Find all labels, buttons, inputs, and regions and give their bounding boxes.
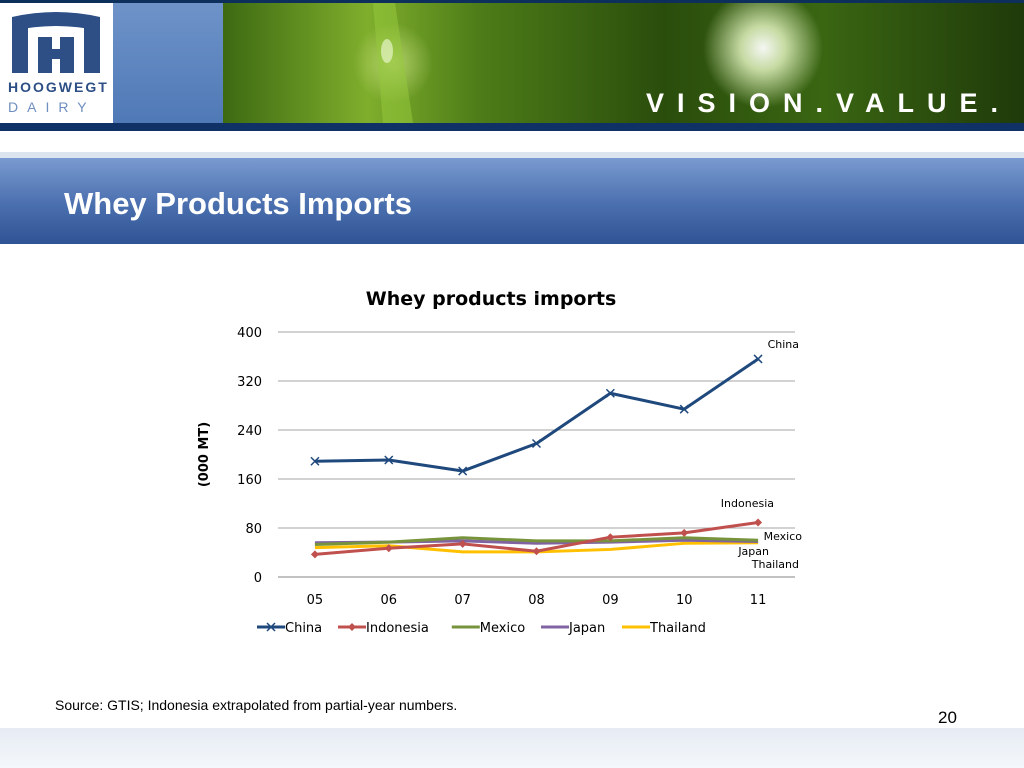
- data-point-indonesia-10: [680, 528, 689, 537]
- whey-imports-chart: Whey products imports (000 MT) 080160240…: [197, 288, 802, 636]
- annotation-china: China: [768, 338, 799, 351]
- chart-title: Whey products imports: [366, 288, 617, 310]
- x-tick-11: 11: [750, 593, 767, 608]
- y-tick-0: 0: [254, 571, 262, 586]
- legend-label-china: China: [285, 621, 322, 636]
- x-tick-10: 10: [676, 593, 693, 608]
- y-tick-400: 400: [237, 326, 262, 341]
- data-point-indonesia-09: [606, 533, 615, 542]
- data-point-china-05: [310, 456, 320, 466]
- legend-label-indonesia: Indonesia: [366, 621, 429, 636]
- legend-label-japan: Japan: [568, 621, 605, 636]
- logo-text-hoogwegt: HOOGWEGT: [8, 79, 109, 95]
- y-tick-320: 320: [237, 375, 262, 390]
- annotation-indonesia: Indonesia: [721, 497, 774, 510]
- grass-blade-decoration: [373, 3, 413, 123]
- y-axis-label: (000 MT): [197, 422, 212, 487]
- x-tick-07: 07: [454, 593, 471, 608]
- x-tick-labels: 05 06 07 08 09 10 11: [307, 593, 767, 608]
- data-point-china-08: [531, 438, 542, 449]
- x-tick-08: 08: [528, 593, 545, 608]
- data-point-indonesia-07: [458, 539, 467, 548]
- annotation-mexico: Mexico: [764, 530, 803, 543]
- x-tick-09: 09: [602, 593, 619, 608]
- series-china: [310, 354, 763, 476]
- legend-item-thailand: Thailand: [622, 621, 706, 636]
- legend-item-japan: Japan: [541, 621, 605, 636]
- data-point-indonesia-11: [754, 518, 763, 527]
- legend-item-mexico: Mexico: [451, 621, 525, 636]
- slide-title: Whey Products Imports: [64, 186, 412, 221]
- data-point-indonesia-08: [532, 547, 541, 556]
- data-point-indonesia-05: [310, 550, 319, 559]
- annotation-thailand: Thailand: [751, 558, 799, 571]
- x-tick-06: 06: [381, 593, 398, 608]
- banner-blue-panel: [113, 3, 223, 123]
- series-mexico: [314, 536, 759, 547]
- logo-mark-icon: [12, 12, 100, 73]
- footer-band: [0, 728, 1024, 768]
- series-lines: [310, 354, 763, 559]
- y-tick-160: 160: [237, 473, 262, 488]
- header-navy-band: [0, 123, 1024, 131]
- tagline: VISION.VALUE.: [646, 88, 1012, 118]
- series-line-china: [314, 357, 759, 473]
- legend-item-china: China: [257, 621, 322, 636]
- x-tick-05: 05: [307, 593, 324, 608]
- separator-band: [0, 152, 1024, 158]
- data-point-indonesia-06: [384, 544, 393, 553]
- company-logo: HOOGWEGT DAIRY: [0, 3, 113, 123]
- y-tick-labels: 0 80 160 240 320 400: [237, 326, 262, 586]
- y-tick-80: 80: [245, 522, 262, 537]
- data-point-china-11: [753, 354, 763, 364]
- source-note: Source: GTIS; Indonesia extrapolated fro…: [55, 697, 458, 713]
- page-number: 20: [938, 708, 957, 727]
- series-indonesia: [310, 518, 763, 559]
- data-point-china-07: [458, 466, 468, 476]
- annotation-japan: Japan: [737, 545, 769, 558]
- series-line-mexico: [314, 536, 759, 547]
- title-band: [0, 158, 1024, 244]
- legend-label-mexico: Mexico: [480, 621, 525, 636]
- data-point-china-06: [384, 455, 394, 465]
- data-point-china-10: [679, 404, 689, 414]
- legend-label-thailand: Thailand: [649, 621, 706, 636]
- chart-legend: China Indonesia Mexico Japan Thailand: [257, 621, 706, 636]
- y-tick-240: 240: [237, 424, 262, 439]
- top-border: [0, 0, 1024, 3]
- data-point-china-09: [605, 388, 615, 398]
- logo-text-dairy: DAIRY: [8, 99, 96, 115]
- legend-item-indonesia: Indonesia: [338, 621, 429, 636]
- banner-photo: [223, 3, 1024, 123]
